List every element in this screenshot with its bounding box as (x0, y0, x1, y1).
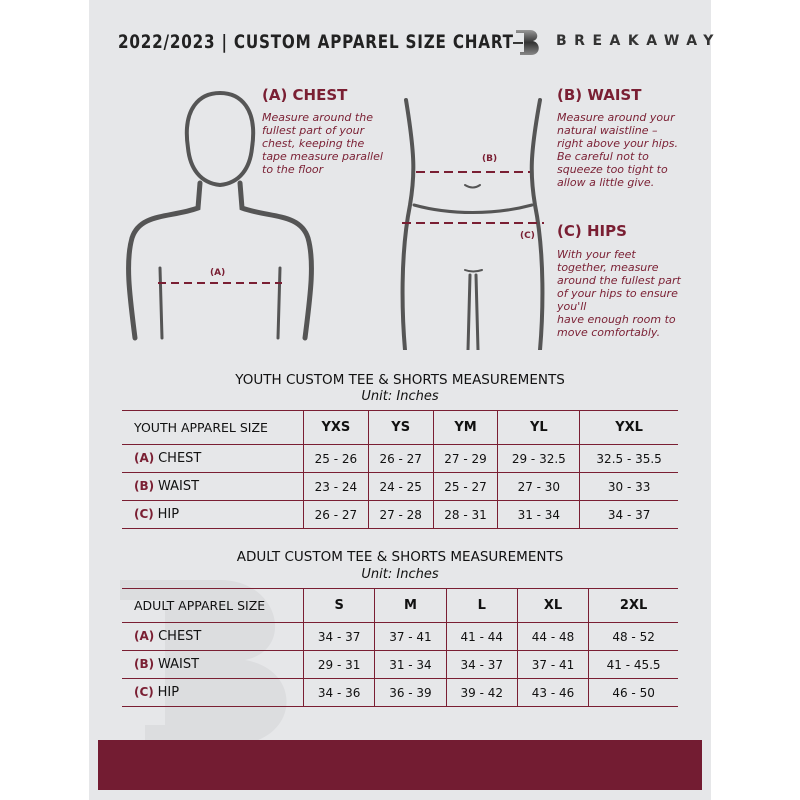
size-header: S (302, 588, 375, 623)
size-value: 41 - 44 (445, 622, 518, 651)
table-row: (C) HIP 26 - 27 27 - 28 28 - 31 31 - 34 34 - … (122, 500, 678, 529)
size-value: 31 - 34 (374, 650, 447, 679)
measure-label: (A) CHEST (122, 622, 304, 651)
size-value: 34 - 37 (579, 500, 678, 529)
youth-table-title: YOUTH CUSTOM TEE & SHORTS MEASUREMENTS (235, 372, 565, 388)
chest-description: Measure around the fullest part of your … (262, 111, 383, 176)
table-row: (B) WAIST 29 - 31 31 - 34 34 - 37 37 - 41 41 … (122, 650, 678, 679)
size-value: 37 - 41 (374, 622, 447, 651)
measure-name: HIP (157, 685, 180, 700)
size-value: 41 - 45.5 (588, 650, 678, 679)
brand-name: BREAKAWAY (556, 33, 721, 49)
youth-size-table: YOUTH APPAREL SIZE YXS YS YM YL YXL (A) CHEST… (122, 410, 678, 529)
hips-description: With your feet together, measure around … (557, 248, 681, 339)
size-value: 34 - 36 (302, 678, 375, 707)
size-value: 26 - 27 (367, 444, 434, 473)
size-value: 23 - 24 (303, 472, 369, 501)
table-header-row: YOUTH APPAREL SIZE YXS YS YM YL YXL (122, 410, 678, 445)
size-value: 36 - 39 (374, 678, 447, 707)
size-value: 25 - 26 (303, 444, 369, 473)
size-header: YXL (579, 410, 678, 445)
size-header: 2XL (588, 588, 678, 623)
measure-label: (C) HIP (122, 678, 304, 707)
breakaway-logo-icon (513, 30, 539, 55)
measure-name: CHEST (158, 629, 202, 644)
size-value: 27 - 28 (367, 500, 434, 529)
size-value: 26 - 27 (303, 500, 369, 529)
measure-letter: (B) (134, 657, 155, 671)
table-row: (A) CHEST 34 - 37 37 - 41 41 - 44 44 - 48 48 … (122, 622, 678, 651)
adult-size-table: ADULT APPAREL SIZE S M L XL 2XL (A) CHEST 34 -… (122, 588, 678, 707)
size-value: 29 - 31 (302, 650, 375, 679)
measure-name: WAIST (157, 657, 200, 672)
size-header: XL (516, 588, 589, 623)
size-header: YM (432, 410, 498, 445)
size-header: YXS (303, 410, 369, 445)
hips-marker: (C) (520, 231, 535, 241)
waist-description: Measure around your natural waistline – … (557, 111, 679, 189)
chest-heading: (A) CHEST (262, 86, 348, 104)
lower-body-illustration (400, 98, 545, 350)
size-value: 39 - 42 (445, 678, 518, 707)
measure-name: CHEST (158, 451, 202, 466)
size-value: 31 - 34 (497, 500, 580, 529)
size-value: 46 - 50 (588, 678, 678, 707)
size-value: 44 - 48 (516, 622, 589, 651)
size-value: 27 - 29 (432, 444, 498, 473)
hips-heading: (C) HIPS (557, 222, 627, 240)
size-value: 34 - 37 (445, 650, 518, 679)
measure-name: HIP (157, 507, 180, 522)
measure-label: (A) CHEST (122, 444, 304, 473)
size-value: 24 - 25 (367, 472, 434, 501)
upper-body-illustration (126, 90, 314, 341)
adult-table-title: ADULT CUSTOM TEE & SHORTS MEASUREMENTS (236, 549, 564, 565)
waist-marker: (B) (482, 154, 498, 164)
size-value: 28 - 31 (432, 500, 498, 529)
size-value: 48 - 52 (588, 622, 678, 651)
size-value: 37 - 41 (516, 650, 589, 679)
youth-table-unit: Unit: Inches (361, 389, 439, 404)
size-header: YS (367, 410, 434, 445)
size-value: 29 - 32.5 (497, 444, 580, 473)
size-value: 32.5 - 35.5 (579, 444, 678, 473)
chest-marker: (A) (210, 268, 226, 278)
measure-letter: (C) (134, 685, 154, 699)
adult-table-unit: Unit: Inches (361, 567, 439, 582)
table-row: (B) WAIST 23 - 24 24 - 25 25 - 27 27 - 30 30 … (122, 472, 678, 501)
measure-letter: (A) (134, 629, 155, 643)
size-value: 34 - 37 (302, 622, 375, 651)
row-header: YOUTH APPAREL SIZE (122, 410, 304, 445)
measure-label: (B) WAIST (122, 650, 304, 679)
table-row: (C) HIP 34 - 36 36 - 39 39 - 42 43 - 46 46 - … (122, 678, 678, 707)
size-value: 25 - 27 (432, 472, 498, 501)
size-value: 30 - 33 (579, 472, 678, 501)
measure-letter: (A) (134, 451, 155, 465)
measure-letter: (B) (134, 479, 155, 493)
footer-band (98, 740, 702, 790)
size-value: 27 - 30 (497, 472, 580, 501)
measure-label: (B) WAIST (122, 472, 304, 501)
size-header: L (445, 588, 518, 623)
measure-letter: (C) (134, 507, 154, 521)
size-header: YL (497, 410, 580, 445)
waist-heading: (B) WAIST (557, 86, 642, 104)
measure-label: (C) HIP (122, 500, 304, 529)
table-row: (A) CHEST 25 - 26 26 - 27 27 - 29 29 - 32.5 3… (122, 444, 678, 473)
size-value: 43 - 46 (516, 678, 589, 707)
row-header: ADULT APPAREL SIZE (122, 588, 304, 623)
measure-name: WAIST (157, 479, 200, 494)
table-header-row: ADULT APPAREL SIZE S M L XL 2XL (122, 588, 678, 623)
size-header: M (374, 588, 447, 623)
page-title: 2022/2023 | CUSTOM APPAREL SIZE CHART (118, 31, 514, 53)
